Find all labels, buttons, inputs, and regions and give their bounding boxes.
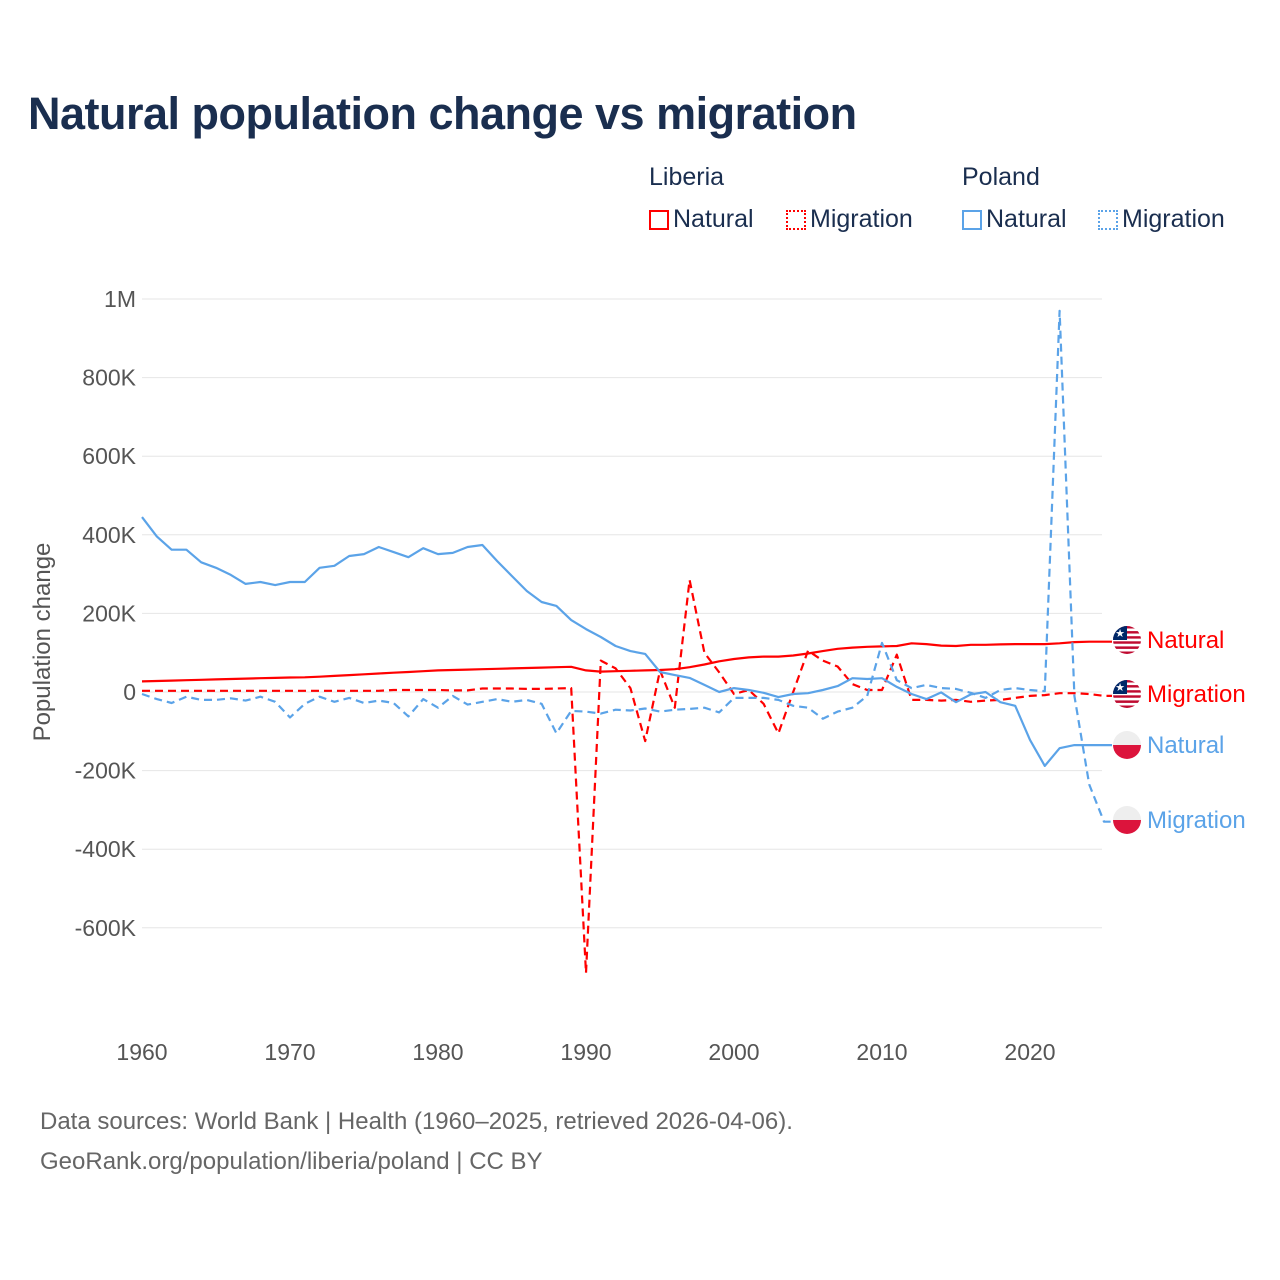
flag-stripe [1113,702,1141,706]
flag-stripe [1113,651,1141,654]
legend-swatch-solid [649,209,669,230]
flag-stripe [1113,695,1141,698]
legend-liberia-migration[interactable]: Migration [786,205,913,234]
chart-title: Natural population change vs migration [28,88,857,139]
flag-stripe [1113,638,1141,642]
y-tick-label: 200K [82,600,136,626]
y-tick-label: 0 [123,679,136,705]
flag-stripe [1113,646,1141,649]
legend-swatch-dotted [1098,209,1118,230]
flag-stripe [1113,705,1141,708]
legend-group-liberia: Liberia [649,163,725,191]
flag-stripe [1113,700,1141,703]
footer-attribution: GeoRank.org/population/liberia/poland | … [40,1148,543,1175]
series-line-liberia-migration [142,578,1112,975]
footer-sources: Data sources: World Bank | Health (1960–… [40,1108,793,1135]
flag-stripe [1113,641,1141,644]
y-tick-label: -200K [75,758,137,784]
y-tick-label: 1M [104,286,136,312]
x-tick-label: 2000 [708,1039,759,1065]
legend-label: Migration [1122,205,1225,233]
flag-red [1113,820,1141,834]
x-tick-label: 1980 [412,1039,463,1065]
legend-swatch-solid [962,209,982,230]
end-label: Migration [1147,807,1246,834]
poland-flag-icon [1113,806,1141,834]
star-icon: ★ [1115,682,1125,694]
flag-stripe [1113,648,1141,652]
end-label: Migration [1147,681,1246,708]
y-tick-label: 800K [82,365,136,391]
x-tick-label: 2020 [1004,1039,1055,1065]
flag-stripe [1113,643,1141,647]
series-line-poland-migration [141,309,1112,823]
end-label: Natural [1147,627,1224,654]
y-tick-label: 600K [82,443,136,469]
legend-liberia-natural[interactable]: Natural [649,205,754,234]
liberia-flag-icon: ★ [1113,680,1141,708]
poland-flag-icon [1113,731,1141,759]
flag-stripe [1113,692,1141,696]
y-tick-label: -400K [75,836,137,862]
x-tick-label: 2010 [856,1039,907,1065]
y-tick-label: 400K [82,522,136,548]
flag-red [1113,745,1141,759]
legend-poland-natural[interactable]: Natural [962,205,1067,234]
legend-swatch-dotted [786,209,806,230]
legend-label: Migration [810,205,913,233]
liberia-flag-icon: ★ [1113,626,1141,654]
series-line-poland-natural [141,516,1112,767]
legend-group-poland: Poland [962,163,1040,191]
series-line-liberia-natural [141,640,1112,683]
legend-label: Natural [986,205,1067,233]
flag-white [1113,806,1141,820]
y-tick-label: -600K [75,915,137,941]
x-tick-label: 1990 [560,1039,611,1065]
x-tick-label: 1970 [264,1039,315,1065]
flag-stripe [1113,697,1141,701]
end-label: Natural [1147,732,1224,759]
y-axis-label: Population change [29,543,56,742]
star-icon: ★ [1115,628,1125,640]
legend-label: Natural [673,205,754,233]
flag-white [1113,731,1141,745]
x-tick-label: 1960 [116,1039,167,1065]
legend-poland-migration[interactable]: Migration [1098,205,1225,234]
